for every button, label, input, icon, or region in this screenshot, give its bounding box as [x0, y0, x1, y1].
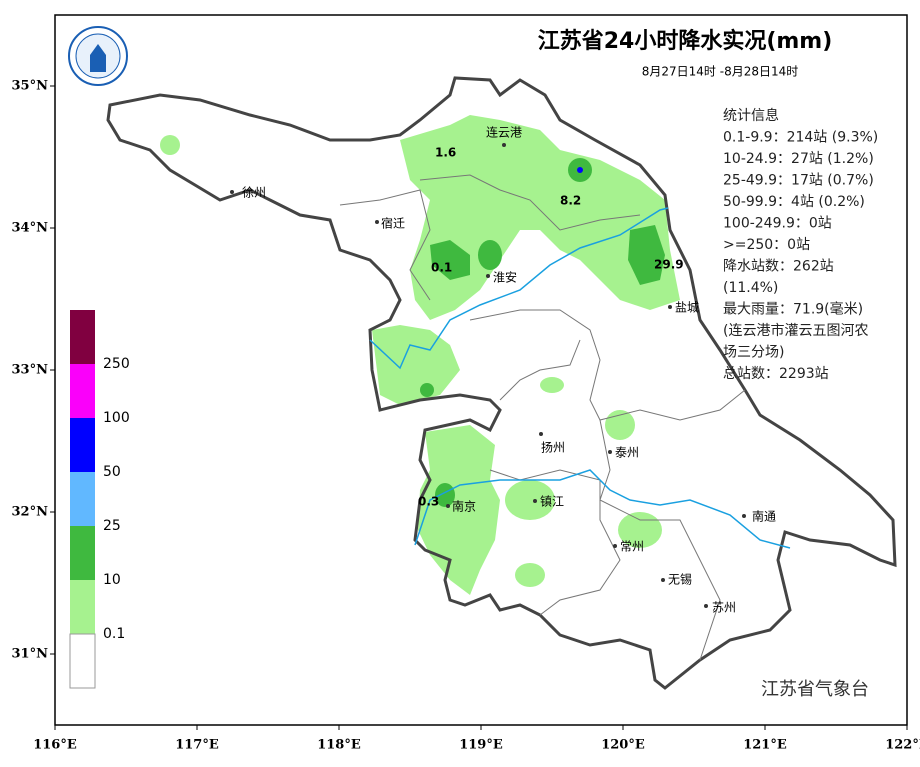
x-tick-label: 122°E — [885, 738, 920, 753]
rain-areas — [160, 115, 680, 595]
legend-label: 10 — [103, 572, 121, 588]
legend-swatch — [69, 633, 96, 689]
legend-swatch — [70, 580, 95, 634]
logo — [68, 26, 128, 86]
y-tick-label: 31°N — [12, 647, 49, 662]
city-label: 扬州 — [541, 440, 565, 455]
legend-swatch — [70, 364, 95, 418]
rain-label: 8.2 — [560, 194, 581, 208]
y-tick-label: 35°N — [12, 79, 49, 94]
city-label: 连云港 — [486, 125, 522, 140]
city-label: 泰州 — [615, 446, 639, 460]
stats: 统计信息 0.1-9.9：214站 (9.3%) 10-24.9：27站 (1.2%… — [723, 107, 878, 382]
legend-label: 25 — [103, 518, 121, 534]
legend-swatch — [70, 418, 95, 472]
city-label: 镇江 — [540, 495, 564, 509]
city-dots — [230, 143, 746, 608]
stat-line: 降水站数：262站 — [723, 259, 834, 275]
stat-line: 统计信息 — [723, 107, 779, 124]
stat-line: 50-99.9：4站 (0.2%) — [723, 194, 865, 210]
rain-label: 29.9 — [654, 258, 684, 272]
y-tick-label: 34°N — [12, 221, 49, 236]
legend-swatch — [70, 472, 95, 526]
x-tick-label: 117°E — [175, 738, 219, 753]
x-tick-label: 116°E — [33, 738, 77, 753]
city-label: 南京 — [452, 499, 476, 514]
city-label: 无锡 — [668, 572, 692, 587]
stat-line: 10-24.9：27站 (1.2%) — [723, 151, 874, 167]
stat-line: 总站数：2293站 — [723, 366, 829, 382]
province-outline — [106, 76, 897, 690]
city-label: 徐州 — [242, 185, 266, 200]
city-label: 宿迁 — [381, 216, 405, 231]
rain-label: 0.3 — [418, 495, 439, 509]
legend: 250 100 50 25 10 0.1 — [69, 310, 130, 689]
x-tick-label: 119°E — [459, 738, 503, 753]
subtitle: 8月27日14时 -8月28日14时 — [642, 65, 799, 79]
x-tick-label: 120°E — [601, 738, 645, 753]
city-label: 盐城 — [675, 301, 699, 315]
city-label: 苏州 — [712, 601, 736, 615]
stat-line: (连云港市灌云五图河农 — [723, 322, 868, 339]
x-tick-label: 121°E — [743, 738, 787, 753]
stat-line: 场三分场) — [723, 345, 784, 361]
legend-label: 100 — [103, 410, 130, 426]
legend-swatch — [70, 526, 95, 580]
x-tick-label: 118°E — [317, 738, 361, 753]
city-label: 南通 — [752, 509, 776, 524]
legend-label: 0.1 — [103, 626, 125, 642]
rain-label: 0.1 — [431, 261, 452, 275]
stat-line: 最大雨量：71.9(毫米) — [723, 301, 863, 318]
stat-line: 100-249.9：0站 — [723, 216, 832, 232]
stat-line: 0.1-9.9：214站 (9.3%) — [723, 130, 878, 146]
city-label: 淮安 — [493, 270, 517, 285]
legend-label: 50 — [103, 464, 121, 480]
stat-line: >=250：0站 — [723, 237, 810, 253]
title: 江苏省24小时降水实况(mm) — [538, 28, 833, 54]
y-tick-label: 33°N — [12, 363, 49, 378]
footer: 江苏省气象台 — [761, 679, 869, 700]
legend-swatch — [70, 310, 95, 364]
legend-label: 250 — [103, 356, 130, 372]
city-boundaries — [339, 174, 746, 661]
y-tick-label: 32°N — [12, 505, 49, 520]
rivers — [369, 207, 791, 549]
stat-line: (11.4%) — [723, 280, 778, 296]
rain-label: 1.6 — [435, 146, 456, 160]
stat-line: 25-49.9：17站 (0.7%) — [723, 173, 874, 189]
city-label: 常州 — [620, 540, 644, 554]
